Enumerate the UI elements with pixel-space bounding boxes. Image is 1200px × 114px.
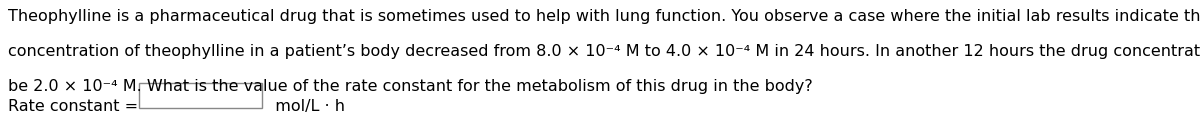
Text: concentration of theophylline in a patient’s body decreased from 8.0 × 10⁻⁴ M to: concentration of theophylline in a patie…: [7, 44, 1200, 58]
FancyBboxPatch shape: [139, 84, 262, 108]
Text: Rate constant =: Rate constant =: [7, 98, 143, 113]
Text: be 2.0 × 10⁻⁴ M. What is the value of the rate constant for the metabolism of th: be 2.0 × 10⁻⁴ M. What is the value of th…: [7, 78, 812, 93]
Text: mol/L · h: mol/L · h: [265, 98, 346, 113]
Text: Theophylline is a pharmaceutical drug that is sometimes used to help with lung f: Theophylline is a pharmaceutical drug th…: [7, 9, 1200, 24]
